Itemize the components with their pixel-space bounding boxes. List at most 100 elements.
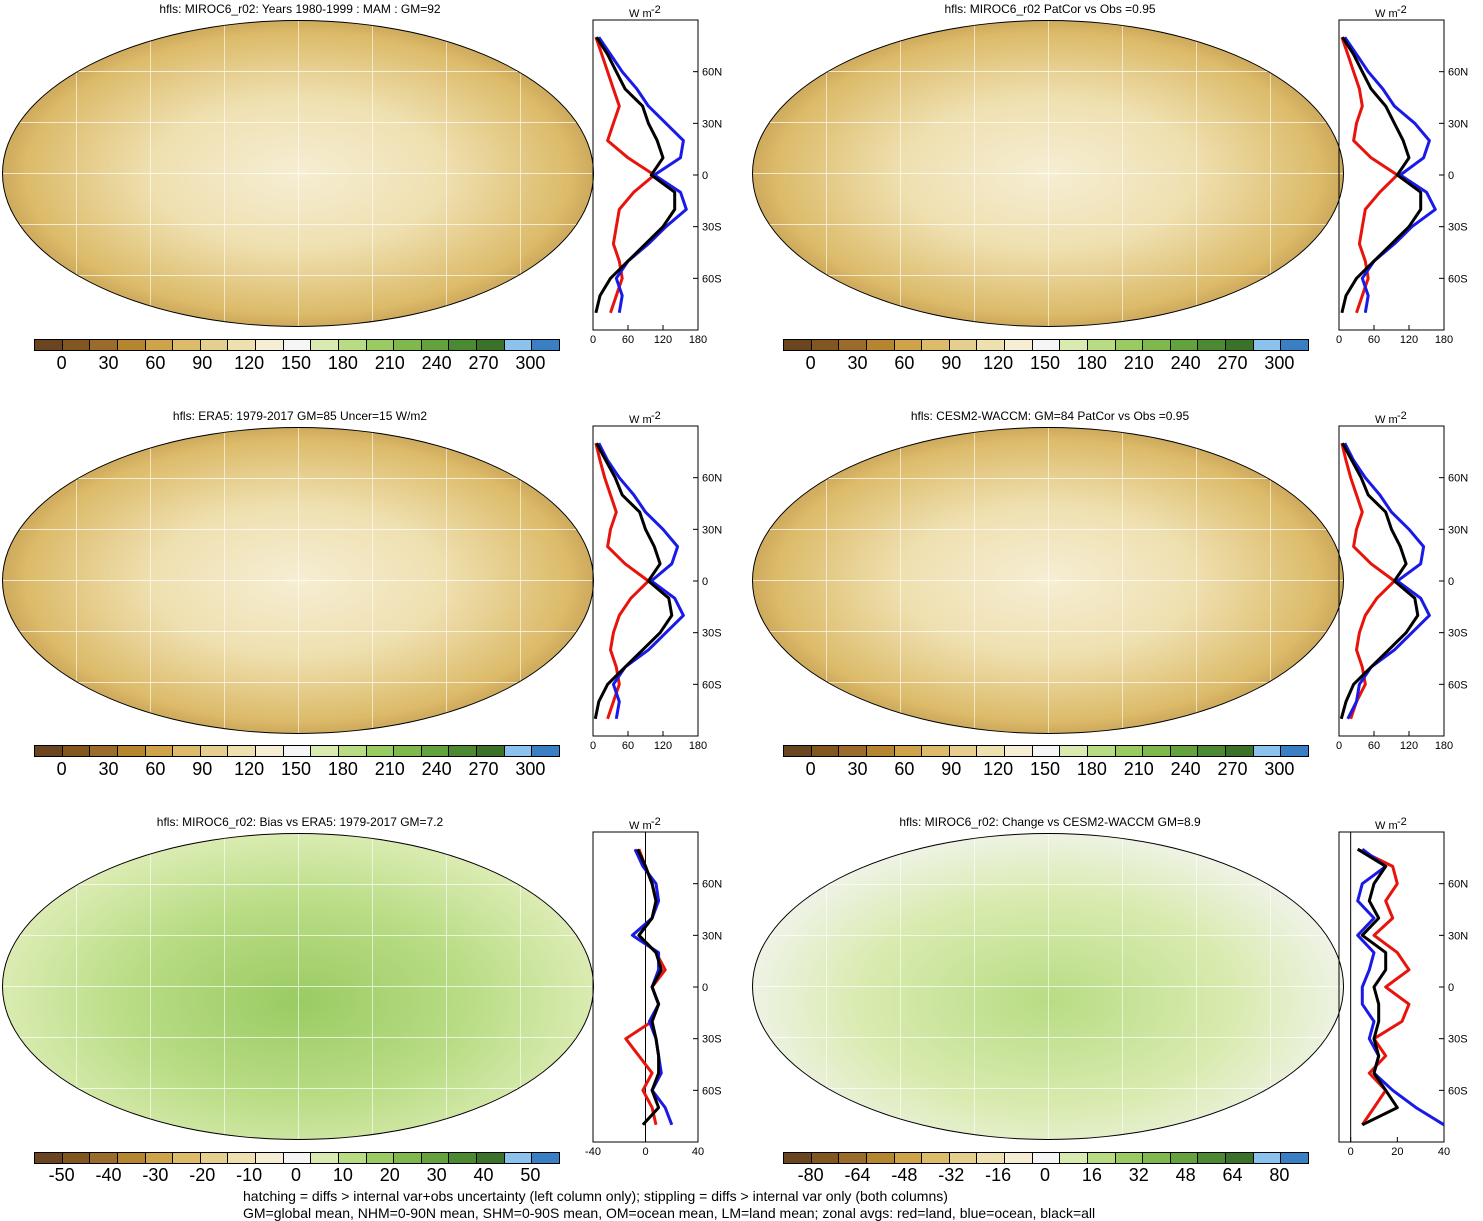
colorbar-tick-label: 240 — [1170, 759, 1201, 779]
zonal-plot-svg: W m -2 60N 30N 0 30S 60S 0 60 120 180 — [590, 410, 722, 752]
colorbar-swatch — [1032, 340, 1061, 350]
x-tick-label: 180 — [689, 740, 707, 752]
colorbar-tick-label: 64 — [1222, 1165, 1243, 1185]
colorbar-swatch — [173, 746, 201, 756]
colorbar-tick-label: 240 — [1170, 353, 1201, 373]
x-tick-label: -40 — [585, 1146, 601, 1158]
lat-tick-label: 0 — [702, 982, 708, 994]
colorbar-swatch — [1005, 1153, 1033, 1163]
colorbar-tick-label: -16 — [985, 1165, 1012, 1185]
lat-tick-label: 0 — [1448, 170, 1454, 182]
colorbar-swatch — [283, 746, 312, 756]
colorbar-swatch — [1115, 1153, 1144, 1163]
lat-tick-label: 30S — [702, 222, 722, 234]
lat-tick-label: 30S — [1448, 1034, 1468, 1046]
colorbar-tick-label: 30 — [98, 759, 119, 779]
colorbar-swatch — [35, 340, 63, 350]
colorbar-swatch — [1170, 746, 1199, 756]
colorbar-tick-label: 48 — [1175, 1165, 1196, 1185]
lat-tick-label: 30N — [702, 930, 722, 942]
zonal-mean-plot-1: W m -2 60N 30N 0 30S 60S 0 60 120 180 — [590, 4, 735, 353]
colorbar-swatch — [811, 1153, 840, 1163]
colorbar-swatch — [949, 1153, 978, 1163]
colorbar-swatch — [504, 746, 533, 756]
footer-note-legend: GM=global mean, NHM=0-90N mean, SHM=0-90… — [243, 1205, 1096, 1221]
colorbar-labels-change: -80 -64 -48 -32 -16 0 16 32 48 64 80 — [783, 1165, 1307, 1187]
x-tick-label: 0 — [1336, 334, 1342, 346]
colorbar-tick-label: 20 — [379, 1165, 400, 1185]
zonal-plot-svg: W m -2 60N 30N 0 30S 60S 0 60 120 180 — [590, 4, 722, 346]
colorbar-swatch — [532, 340, 559, 350]
colorbar-tick-label: 10 — [332, 1165, 353, 1185]
colorbar-swatch — [1253, 340, 1282, 350]
panel-title-6: hfls: MIROC6_r02: Change vs CESM2-WACCM … — [899, 815, 1201, 829]
colorbar-swatch — [449, 340, 477, 350]
colorbar-swatch — [477, 746, 505, 756]
colorbar-tick-label: 210 — [374, 353, 405, 373]
colorbar-swatch — [784, 1153, 812, 1163]
colorbar-swatch — [228, 1153, 256, 1163]
lat-tick-label: 0 — [1448, 576, 1454, 588]
map-era5 — [2, 427, 594, 734]
colorbar-swatch — [894, 746, 923, 756]
lat-tick-label: 30N — [702, 118, 722, 130]
colorbar-swatch — [977, 1153, 1005, 1163]
colorbar-tick-label: 0 — [56, 353, 67, 373]
unit-superscript: -2 — [1397, 410, 1407, 422]
colorbar-tick-label: 300 — [515, 353, 546, 373]
colorbar-swatch — [1170, 340, 1199, 350]
colorbar-swatch — [35, 746, 63, 756]
colorbar-swatch — [866, 1153, 895, 1163]
lat-tick-label: 60S — [702, 679, 722, 691]
lat-tick-label: 60S — [702, 273, 722, 285]
colorbar-swatch — [117, 1153, 146, 1163]
colorbar-swatch — [421, 340, 450, 350]
colorbar-swatch — [922, 1153, 950, 1163]
colorbar-tick-label: -64 — [844, 1165, 871, 1185]
map-change-vs-cesm2 — [752, 833, 1344, 1140]
colorbar-tick-label: 30 — [847, 353, 868, 373]
x-tick-label: 0 — [590, 334, 596, 346]
plot-frame — [1338, 425, 1445, 737]
colorbar-swatch — [839, 1153, 867, 1163]
unit-label: W m — [1375, 414, 1398, 426]
colorbar-swatch — [1005, 746, 1033, 756]
unit-label: W m — [1375, 8, 1398, 20]
colorbar-swatch — [394, 746, 422, 756]
unit-superscript: -2 — [1397, 4, 1407, 16]
colorbar-tick-label: 300 — [1264, 759, 1295, 779]
colorbar-swatch — [338, 1153, 367, 1163]
colorbar-tick-label: 180 — [1076, 353, 1107, 373]
series-line-all — [594, 36, 677, 314]
colorbar-swatch — [117, 746, 146, 756]
panel-title-4: hfls: CESM2-WACCM: GM=84 PatCor vs Obs =… — [910, 409, 1190, 423]
lat-tick-label: 60N — [1448, 879, 1468, 891]
graticule — [3, 21, 593, 326]
colorbar-swatch — [35, 1153, 63, 1163]
colorbar-swatch — [784, 746, 812, 756]
colorbar-swatch — [338, 746, 367, 756]
series-line-all — [1356, 847, 1399, 1127]
series-line-all — [636, 848, 663, 1126]
colorbar-swatch — [1060, 1153, 1088, 1163]
colorbar-tick-label: -10 — [236, 1165, 263, 1185]
lat-tick-label: 30S — [1448, 222, 1468, 234]
colorbar-swatch — [811, 746, 840, 756]
series-line-all — [1340, 36, 1423, 314]
x-tick-label: 60 — [622, 740, 634, 752]
colorbar-swatch — [1060, 746, 1088, 756]
colorbar-tick-label: 40 — [473, 1165, 494, 1185]
zonal-mean-plot-5: W m -2 60N 30N 0 30S 60S -40 0 40 — [585, 816, 735, 1165]
colorbar-swatch — [283, 340, 312, 350]
zonal-mean-plot-2: W m -2 60N 30N 0 30S 60S 0 60 120 180 — [1336, 4, 1481, 353]
lat-tick-label: 30S — [702, 1034, 722, 1046]
lat-tick-label: 60N — [1448, 67, 1468, 79]
series-line-all — [1339, 442, 1420, 720]
colorbar-swatch — [394, 340, 422, 350]
colorbar-swatch — [532, 746, 559, 756]
colorbar-tick-label: 30 — [426, 1165, 447, 1185]
colorbar-tick-label: 90 — [192, 759, 213, 779]
colorbar-tick-label: 270 — [468, 759, 499, 779]
series-line-land — [1340, 442, 1396, 720]
colorbar-swatch — [977, 746, 1005, 756]
